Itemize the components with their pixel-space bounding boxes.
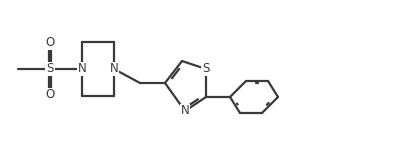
Text: S: S	[202, 62, 210, 75]
Text: O: O	[45, 89, 55, 102]
Text: S: S	[46, 62, 54, 75]
Text: O: O	[45, 37, 55, 49]
Text: N: N	[78, 62, 86, 75]
Text: N: N	[181, 104, 190, 117]
Text: N: N	[110, 62, 119, 75]
